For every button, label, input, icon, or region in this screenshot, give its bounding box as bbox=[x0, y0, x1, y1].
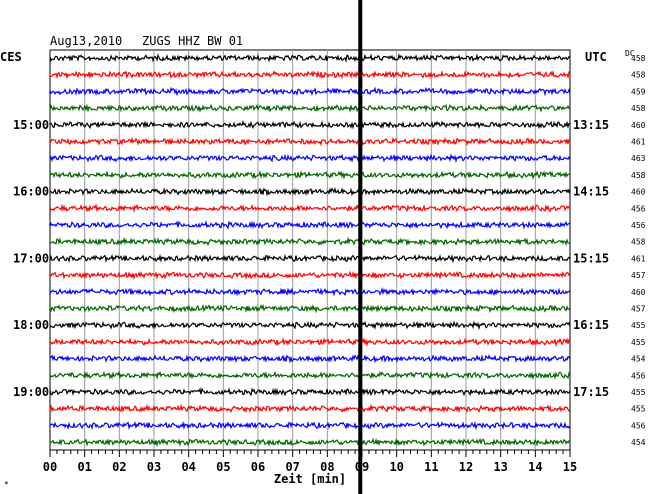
x-tick-label: 05 bbox=[216, 460, 230, 474]
x-tick-label: 06 bbox=[251, 460, 265, 474]
dc-offset-label: 457 bbox=[631, 305, 646, 314]
dc-offset-label: 459 bbox=[631, 87, 646, 96]
x-tick-label: 01 bbox=[77, 460, 91, 474]
x-tick-label: 11 bbox=[424, 460, 438, 474]
x-tick-label: 08 bbox=[320, 460, 334, 474]
utc-time-tick: 16:15 bbox=[573, 318, 609, 332]
dc-offset-label: 456 bbox=[631, 371, 646, 380]
trace-line bbox=[49, 387, 571, 397]
trace-line bbox=[49, 187, 571, 197]
dc-offset-labels: 458 458 459 458 460 461 463 458 460 456 456 458 461 4… bbox=[631, 54, 646, 447]
dc-offset-label: 458 bbox=[631, 71, 646, 80]
dc-offset-label: 456 bbox=[631, 221, 646, 230]
corner-mark: * bbox=[4, 480, 9, 489]
trace-line bbox=[49, 236, 571, 247]
dc-offset-label: 458 bbox=[631, 54, 646, 63]
x-axis: 00010203040506070809101112131415 bbox=[43, 450, 577, 474]
dc-offset-label: 458 bbox=[631, 238, 646, 247]
plot-frame bbox=[49, 49, 571, 451]
trace-line bbox=[49, 420, 571, 431]
local-time-label: CES bbox=[0, 50, 22, 64]
utc-time-tick: 14:15 bbox=[573, 185, 609, 199]
dc-offset-label: 458 bbox=[631, 171, 646, 180]
trace-line bbox=[49, 303, 571, 314]
x-tick-label: 07 bbox=[285, 460, 299, 474]
trace-line bbox=[49, 220, 571, 230]
utc-label: UTC bbox=[585, 50, 607, 64]
utc-time-tick: 13:15 bbox=[573, 118, 609, 132]
trace-line bbox=[49, 136, 571, 147]
trace-line bbox=[49, 354, 571, 364]
header-date: Aug13,2010 bbox=[50, 34, 122, 48]
x-tick-label: 13 bbox=[493, 460, 507, 474]
dc-offset-label: 454 bbox=[631, 438, 646, 447]
trace-line bbox=[49, 170, 571, 180]
dc-offset-label: 460 bbox=[631, 188, 646, 197]
x-tick-label: 15 bbox=[563, 460, 577, 474]
x-tick-label: 00 bbox=[43, 460, 57, 474]
trace-line bbox=[49, 86, 571, 97]
local-time-tick: 16:00 bbox=[13, 185, 49, 199]
trace-line bbox=[49, 253, 571, 264]
trace-line bbox=[49, 403, 571, 414]
dc-offset-label: 454 bbox=[631, 355, 646, 364]
x-tick-label: 10 bbox=[389, 460, 403, 474]
header-station: ZUGS HHZ BW 01 bbox=[142, 34, 243, 48]
trace-line bbox=[49, 53, 571, 64]
trace-line bbox=[49, 203, 571, 214]
x-axis-label: Zeit [min] bbox=[274, 472, 346, 486]
local-time-tick: 18:00 bbox=[13, 318, 49, 332]
dc-offset-label: 461 bbox=[631, 138, 646, 147]
trace-line bbox=[49, 337, 571, 347]
dc-offset-label: 455 bbox=[631, 338, 646, 347]
trace-line bbox=[49, 153, 571, 164]
dc-offset-label: 455 bbox=[631, 405, 646, 414]
trace-line bbox=[49, 69, 571, 80]
x-tick-label: 14 bbox=[528, 460, 542, 474]
trace-line bbox=[49, 437, 571, 448]
dc-offset-label: 457 bbox=[631, 271, 646, 280]
local-time-tick: 15:00 bbox=[13, 118, 49, 132]
dc-offset-label: 460 bbox=[631, 288, 646, 297]
x-tick-label: 02 bbox=[112, 460, 126, 474]
dc-offset-label: 463 bbox=[631, 154, 646, 163]
dc-offset-label: 455 bbox=[631, 388, 646, 397]
trace-line bbox=[49, 320, 571, 331]
dc-offset-label: 455 bbox=[631, 321, 646, 330]
dc-offset-label: 456 bbox=[631, 204, 646, 213]
x-tick-label: 04 bbox=[181, 460, 195, 474]
x-tick-label: 03 bbox=[147, 460, 161, 474]
trace-line bbox=[49, 287, 571, 297]
trace-line bbox=[49, 270, 571, 281]
dc-offset-label: 456 bbox=[631, 421, 646, 430]
trace-line bbox=[49, 120, 571, 130]
trace-line bbox=[49, 370, 571, 381]
x-tick-label: 12 bbox=[459, 460, 473, 474]
dc-offset-label: 458 bbox=[631, 104, 646, 113]
local-time-tick: 17:00 bbox=[13, 251, 49, 265]
utc-time-tick: 17:15 bbox=[573, 385, 609, 399]
traces bbox=[49, 53, 571, 448]
utc-time-tick: 15:15 bbox=[573, 251, 609, 265]
dc-label: DC bbox=[625, 49, 635, 58]
trace-line bbox=[49, 103, 571, 113]
local-time-tick: 19:00 bbox=[13, 385, 49, 399]
dc-offset-label: 460 bbox=[631, 121, 646, 130]
dc-offset-label: 461 bbox=[631, 254, 646, 263]
time-labels: 15:00 16:00 17:00 18:00 19:00 13:15 14:15 15:15… bbox=[13, 118, 609, 399]
